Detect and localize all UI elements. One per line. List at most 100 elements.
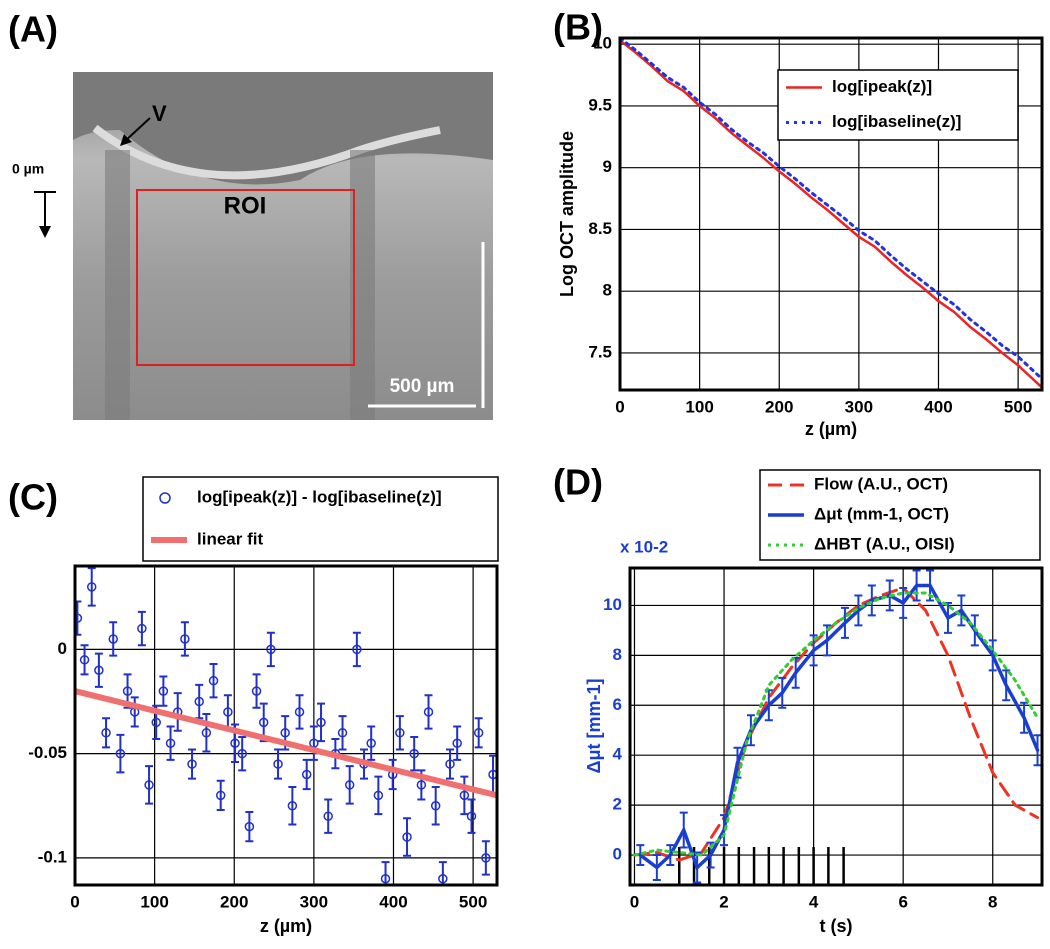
error-bar [195,683,204,720]
error-bar [467,798,476,834]
plot-area [632,569,1042,884]
arrow-head [120,134,132,146]
point [366,738,376,748]
error-bar [367,725,376,761]
y-tick-label: 8 [613,645,622,664]
error-bar [75,600,82,636]
series-line [638,583,1040,871]
point [75,613,83,623]
error-bar [223,694,232,730]
plot-frame [73,564,499,887]
point [445,759,455,769]
point [301,769,312,780]
point [488,769,497,780]
error-bar [80,644,89,676]
panel-label: (A) [8,9,58,50]
point [108,634,118,644]
point [416,780,427,790]
error-bar [324,798,333,834]
annotation: V [152,101,167,126]
point [258,717,269,728]
point [194,696,204,707]
error-bar [403,817,412,857]
x-tick-label: 300 [300,892,328,911]
surface [92,124,441,180]
error-bar [317,702,326,743]
point [215,790,226,801]
point [287,801,298,811]
error-bar [145,765,154,805]
point [459,790,470,801]
point [230,738,240,748]
series-line [620,39,1042,389]
point [344,780,355,790]
error-bar [137,610,146,647]
roi-box [136,189,355,366]
y-axis-label: Log OCT amplitude [557,131,577,297]
point [430,801,441,811]
error-bar [173,692,182,732]
error-bar [130,696,139,728]
point [266,644,276,655]
point [423,707,434,717]
legend-box [777,69,1019,141]
error-bar [245,811,254,843]
point [208,675,219,686]
point [337,728,348,738]
point [237,748,247,759]
point [187,759,197,769]
legend-label: log[ipeak(z)] - log[ibaseline(z)] [197,487,442,506]
error-bar [94,652,103,688]
point [373,790,384,801]
error-bar [216,779,225,811]
x-tick-label: 200 [220,892,248,911]
plot-area [620,38,1042,389]
error-bar [345,765,354,805]
plot-frame [618,36,1044,392]
legend-label: linear fit [197,529,263,548]
x-tick-label: 4 [809,892,819,911]
error-bar [202,713,211,753]
point [158,686,169,696]
error-bar [252,673,261,709]
error-bar [180,621,189,657]
point [273,759,283,769]
x-tick-label: 6 [898,892,907,911]
point [352,644,362,655]
axis-multiplier: x 10-2 [620,537,668,556]
error-bar [410,735,419,772]
error-bar [288,786,297,826]
error-bar [188,748,197,780]
series-line [75,688,497,799]
y-tick-label: 6 [613,695,622,714]
annotation: 0 µm [12,161,44,177]
x-tick-label: 500 [459,892,487,911]
y-tick-label: 9.5 [588,95,612,114]
x-tick-label: 0 [70,892,79,911]
error-bar [446,748,455,780]
error-bar [116,733,125,774]
error-bar [266,631,275,668]
arrow [123,117,151,143]
error-bar [381,861,390,885]
y-tick-label: 2 [613,795,622,814]
y-tick-label: 8.5 [588,219,612,238]
point [144,780,154,790]
point [122,686,133,696]
annotation: ROI [224,192,267,219]
x-tick-label: 400 [924,397,952,416]
x-tick-label: 100 [685,397,713,416]
series-line [620,38,1042,381]
x-tick-label: 300 [845,397,873,416]
y-tick-label: -0.1 [38,847,67,866]
point [137,623,147,634]
x-axis-label: t (s) [820,916,853,936]
error-bar [338,715,347,751]
point [280,728,290,738]
error-bar [431,786,440,826]
point [151,717,161,728]
x-tick-label: 100 [140,892,168,911]
point [165,738,176,748]
y-tick-label: 4 [613,745,623,764]
